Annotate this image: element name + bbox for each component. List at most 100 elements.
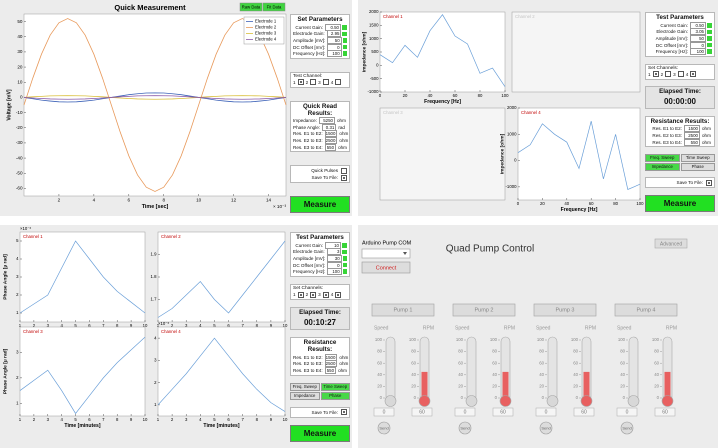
channel-checkbox[interactable] xyxy=(310,291,317,298)
channel-checkbox[interactable] xyxy=(665,71,672,77)
param-label: Current Gain: xyxy=(660,22,688,28)
com-dropdown[interactable] xyxy=(361,248,411,259)
channel-checkbox[interactable] xyxy=(335,291,342,298)
param-value[interactable]: 30 xyxy=(327,254,342,262)
tab[interactable]: Time Sweep xyxy=(320,382,350,391)
gauge-tick-label: 100 xyxy=(409,337,417,342)
channel-checkbox[interactable] xyxy=(677,71,684,77)
option-checkbox[interactable] xyxy=(341,174,347,181)
measure-button[interactable]: Measure xyxy=(645,194,715,212)
measure-button[interactable]: Measure xyxy=(290,424,350,442)
channel-checkbox[interactable] xyxy=(297,79,304,86)
param-value[interactable]: 0.50 xyxy=(690,21,706,29)
gauge-bulb xyxy=(418,395,431,407)
param-value[interactable]: 3.05 xyxy=(690,28,706,36)
tab[interactable]: Phase xyxy=(320,391,350,400)
toggle-button[interactable] xyxy=(262,2,286,12)
option-checkbox[interactable] xyxy=(341,167,347,174)
param-value[interactable]: 0 xyxy=(327,261,342,269)
series-line xyxy=(23,18,287,192)
param-indicator xyxy=(707,42,712,48)
channel-checkbox[interactable] xyxy=(310,79,317,86)
series-line xyxy=(517,121,641,190)
tab[interactable]: Freq. Sweep xyxy=(290,382,320,391)
y-axis-label: Phase Angle [µ rad] xyxy=(2,348,8,394)
pump-button[interactable] xyxy=(533,303,597,317)
param-value[interactable]: 0 xyxy=(327,43,342,51)
toggle-button[interactable] xyxy=(239,2,263,12)
send-button[interactable] xyxy=(539,421,553,435)
channel-checkbox[interactable] xyxy=(322,291,329,298)
gauge-tick-label: 0 xyxy=(380,395,383,400)
result-unit: ohm xyxy=(339,131,349,137)
advanced-button[interactable] xyxy=(654,238,688,249)
tab[interactable]: Freq. Sweep xyxy=(645,153,680,162)
pump-button[interactable] xyxy=(452,303,516,317)
option-checkbox[interactable] xyxy=(706,179,712,186)
gauge-tick-label: 0 xyxy=(461,395,464,400)
tab[interactable]: Phase xyxy=(680,162,715,171)
param-value[interactable]: 100 xyxy=(690,48,706,56)
rpm-input[interactable] xyxy=(654,407,676,417)
gauge-bulb xyxy=(627,395,640,407)
pump-button[interactable] xyxy=(371,303,435,317)
rpm-input[interactable] xyxy=(411,407,433,417)
send-button[interactable] xyxy=(377,421,391,435)
section-title: Test Parameters xyxy=(656,14,704,21)
channel-label: 1 xyxy=(293,292,296,297)
channel-checkbox[interactable] xyxy=(690,71,697,77)
channel-checkbox[interactable] xyxy=(322,79,329,86)
x-tick-label: 5 xyxy=(74,323,77,328)
plot-area xyxy=(157,231,286,323)
x-tick-label: 4 xyxy=(93,197,96,202)
rpm-input[interactable] xyxy=(573,407,595,417)
speed-input[interactable] xyxy=(535,407,557,417)
chart-title: Channel 2 xyxy=(515,14,535,19)
channel-checkbox[interactable] xyxy=(335,79,342,86)
connect-button[interactable] xyxy=(361,261,411,274)
param-value[interactable]: 50 xyxy=(690,34,706,42)
x-tick-label: 9 xyxy=(270,323,273,328)
y-tick-label: 1.7 xyxy=(151,297,158,302)
measure-button[interactable]: Measure xyxy=(290,196,350,213)
channel-checkbox[interactable] xyxy=(652,71,659,77)
param-value[interactable]: 100 xyxy=(327,50,342,58)
tab[interactable]: Impedance xyxy=(290,391,320,400)
param-value[interactable]: 2.95 xyxy=(326,30,342,38)
speed-input-value: 0 xyxy=(383,410,386,416)
speed-input[interactable] xyxy=(454,407,476,417)
param-value[interactable]: 50 xyxy=(327,36,342,44)
tab[interactable]: Impedance xyxy=(645,162,680,171)
param-label: Electrode Gain: xyxy=(293,31,325,37)
gauge-tick-label: 40 xyxy=(492,372,497,377)
tab[interactable]: Time Sweep xyxy=(680,153,715,162)
y-tick-label: 2000 xyxy=(507,105,517,110)
send-button[interactable] xyxy=(620,421,634,435)
connect-label[interactable]: Connect xyxy=(376,265,397,271)
param-value[interactable]: 0.50 xyxy=(325,23,341,31)
speed-input[interactable] xyxy=(616,407,638,417)
param-value[interactable]: 0 xyxy=(690,41,706,49)
gauge-bulb xyxy=(384,395,397,407)
channel-label: 4 xyxy=(330,292,334,297)
rpm-label: RPM xyxy=(423,325,434,331)
result-label: Res. E1 to E2: xyxy=(293,131,323,137)
gauge-tick-label: 40 xyxy=(573,372,578,377)
send-button[interactable] xyxy=(458,421,472,435)
y-tick-label: 40 xyxy=(17,34,23,39)
pump-button[interactable] xyxy=(614,303,678,317)
result-label: Res. E2 to E3: xyxy=(293,138,323,144)
channel-checkbox[interactable] xyxy=(297,291,304,298)
advanced-label: Advanced xyxy=(660,241,682,247)
param-row: Frequency [Hz]: 100 xyxy=(648,48,712,56)
rpm-input[interactable] xyxy=(492,407,514,417)
param-value[interactable]: 10 xyxy=(325,241,341,249)
param-value[interactable]: 100 xyxy=(327,268,342,276)
y-tick-label: 2 xyxy=(16,292,19,297)
x-axis-label: Time [sec] xyxy=(142,204,169,210)
y-tick-label: 1500 xyxy=(369,22,379,27)
option-checkbox[interactable] xyxy=(341,409,347,416)
y-tick-label: 10 xyxy=(17,79,23,84)
param-value[interactable]: 3 xyxy=(326,248,342,256)
speed-input[interactable] xyxy=(373,407,395,417)
